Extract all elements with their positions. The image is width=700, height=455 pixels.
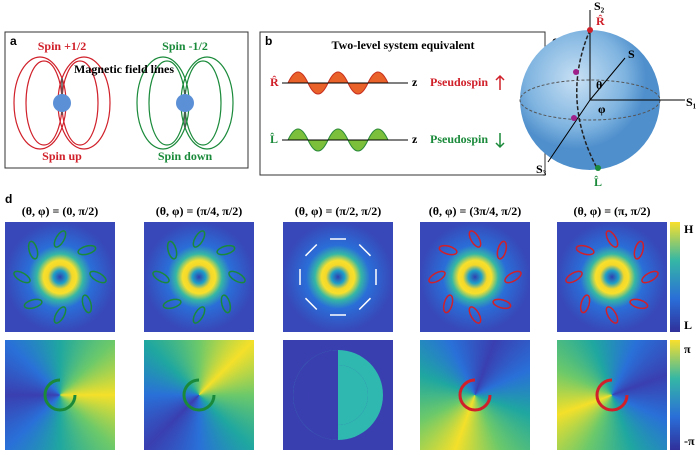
polarization-loop bbox=[492, 298, 512, 310]
panel-label: a bbox=[10, 34, 17, 48]
state: R̂ bbox=[270, 75, 279, 89]
arrow bbox=[495, 133, 505, 149]
polarization-loop bbox=[442, 294, 454, 314]
polarization-loop bbox=[641, 270, 659, 284]
panel-a-caption: Spin down bbox=[158, 149, 213, 163]
vortex-arrow bbox=[595, 378, 629, 412]
intensity-map bbox=[5, 222, 115, 332]
polarization-loop bbox=[162, 298, 182, 310]
pole-label: L̂ bbox=[594, 175, 602, 189]
polarization-loop bbox=[579, 294, 591, 314]
intensity-map bbox=[144, 222, 254, 332]
axis-label: S₂ bbox=[594, 0, 605, 13]
vortex-arrow bbox=[182, 378, 216, 412]
polarization-arrow bbox=[304, 297, 318, 311]
panel-d-title: (θ, φ) = (π/2, π/2) bbox=[295, 204, 381, 218]
panel-b-frame bbox=[259, 31, 546, 176]
colorbar-label: -π bbox=[684, 434, 695, 448]
polarization-loop bbox=[468, 230, 482, 248]
polarization-loop bbox=[152, 270, 170, 284]
intensity-map bbox=[420, 222, 530, 332]
panel-label: d bbox=[5, 192, 12, 206]
polarization-loop bbox=[27, 240, 39, 260]
polarization-loop bbox=[428, 270, 446, 284]
panel-d-title: (θ, φ) = (π/4, π/2) bbox=[156, 204, 242, 218]
particle bbox=[176, 94, 194, 112]
polarization-loop bbox=[228, 270, 246, 284]
polarization-loop bbox=[575, 244, 595, 256]
polarization-loop bbox=[438, 244, 458, 256]
polarization-loop bbox=[629, 298, 649, 310]
axis-label: z bbox=[412, 132, 418, 146]
axis-label: z bbox=[412, 75, 418, 89]
vector bbox=[589, 57, 626, 101]
phase-map bbox=[144, 340, 254, 450]
polarization-loop bbox=[216, 244, 236, 256]
meridian bbox=[576, 29, 599, 171]
polarization-arrow bbox=[304, 243, 318, 257]
polarization-loop bbox=[23, 298, 43, 310]
panel-a-title: Spin -1/2 bbox=[162, 39, 208, 53]
polarization-loop bbox=[605, 230, 619, 248]
polarization-loop bbox=[81, 294, 93, 314]
polarization-loop bbox=[13, 270, 31, 284]
arrow bbox=[495, 74, 505, 90]
colorbar-label: L bbox=[684, 318, 692, 332]
panel-d-title: (θ, φ) = (3π/4, π/2) bbox=[429, 204, 521, 218]
particle bbox=[53, 94, 71, 112]
pseudospin: Pseudospin bbox=[430, 132, 488, 146]
polarization-arrow bbox=[358, 297, 372, 311]
polarization-loop bbox=[504, 270, 522, 284]
axis-label: S₃ bbox=[536, 162, 547, 176]
state-point bbox=[573, 69, 579, 75]
polarization-loop bbox=[166, 240, 178, 260]
colorbar-label: H bbox=[684, 222, 694, 236]
pole bbox=[595, 165, 601, 171]
vortex-arrow bbox=[458, 378, 492, 412]
angle-label: θ bbox=[596, 78, 602, 92]
polarization-loop bbox=[89, 270, 107, 284]
annotation: Magnetic field lines bbox=[74, 62, 174, 76]
phase-half bbox=[338, 365, 368, 425]
state-point bbox=[571, 115, 577, 121]
polarization-loop bbox=[192, 306, 206, 324]
colorbar bbox=[670, 340, 680, 450]
polarization-loop bbox=[220, 294, 232, 314]
colorbar bbox=[670, 222, 680, 332]
polarization-loop bbox=[192, 230, 206, 248]
pole bbox=[587, 27, 593, 33]
angle-label: φ bbox=[598, 102, 606, 116]
pseudospin: Pseudospin bbox=[430, 75, 488, 89]
polarization-loop bbox=[53, 230, 67, 248]
polarization-loop bbox=[53, 306, 67, 324]
panel-d-title: (θ, φ) = (0, π/2) bbox=[22, 204, 98, 218]
polarization-loop bbox=[633, 240, 645, 260]
phase-map bbox=[557, 340, 667, 450]
intensity-map bbox=[283, 222, 393, 332]
phase-map bbox=[420, 340, 530, 450]
axis bbox=[547, 99, 591, 163]
panel-a-frame bbox=[4, 31, 249, 169]
vector-label: S bbox=[628, 47, 635, 61]
pole-label: R̂ bbox=[596, 14, 605, 28]
colorbar-label: π bbox=[684, 342, 691, 356]
phase-map bbox=[5, 340, 115, 450]
panel-label: b bbox=[265, 34, 272, 48]
panel-a-caption: Spin up bbox=[42, 149, 82, 163]
vortex-arrow bbox=[43, 378, 77, 412]
axis-label: S₁ bbox=[686, 95, 697, 109]
polarization-loop bbox=[605, 306, 619, 324]
polarization-loop bbox=[468, 306, 482, 324]
panel-b-title: Two-level system equivalent bbox=[331, 38, 474, 52]
state: L̂ bbox=[270, 132, 278, 146]
intensity-map bbox=[557, 222, 667, 332]
polarization-loop bbox=[565, 270, 583, 284]
polarization-loop bbox=[496, 240, 508, 260]
polarization-loop bbox=[77, 244, 97, 256]
panel-d-title: (θ, φ) = (π, π/2) bbox=[573, 204, 650, 218]
panel-a-title: Spin +1/2 bbox=[38, 39, 87, 53]
polarization-arrow bbox=[358, 243, 372, 257]
